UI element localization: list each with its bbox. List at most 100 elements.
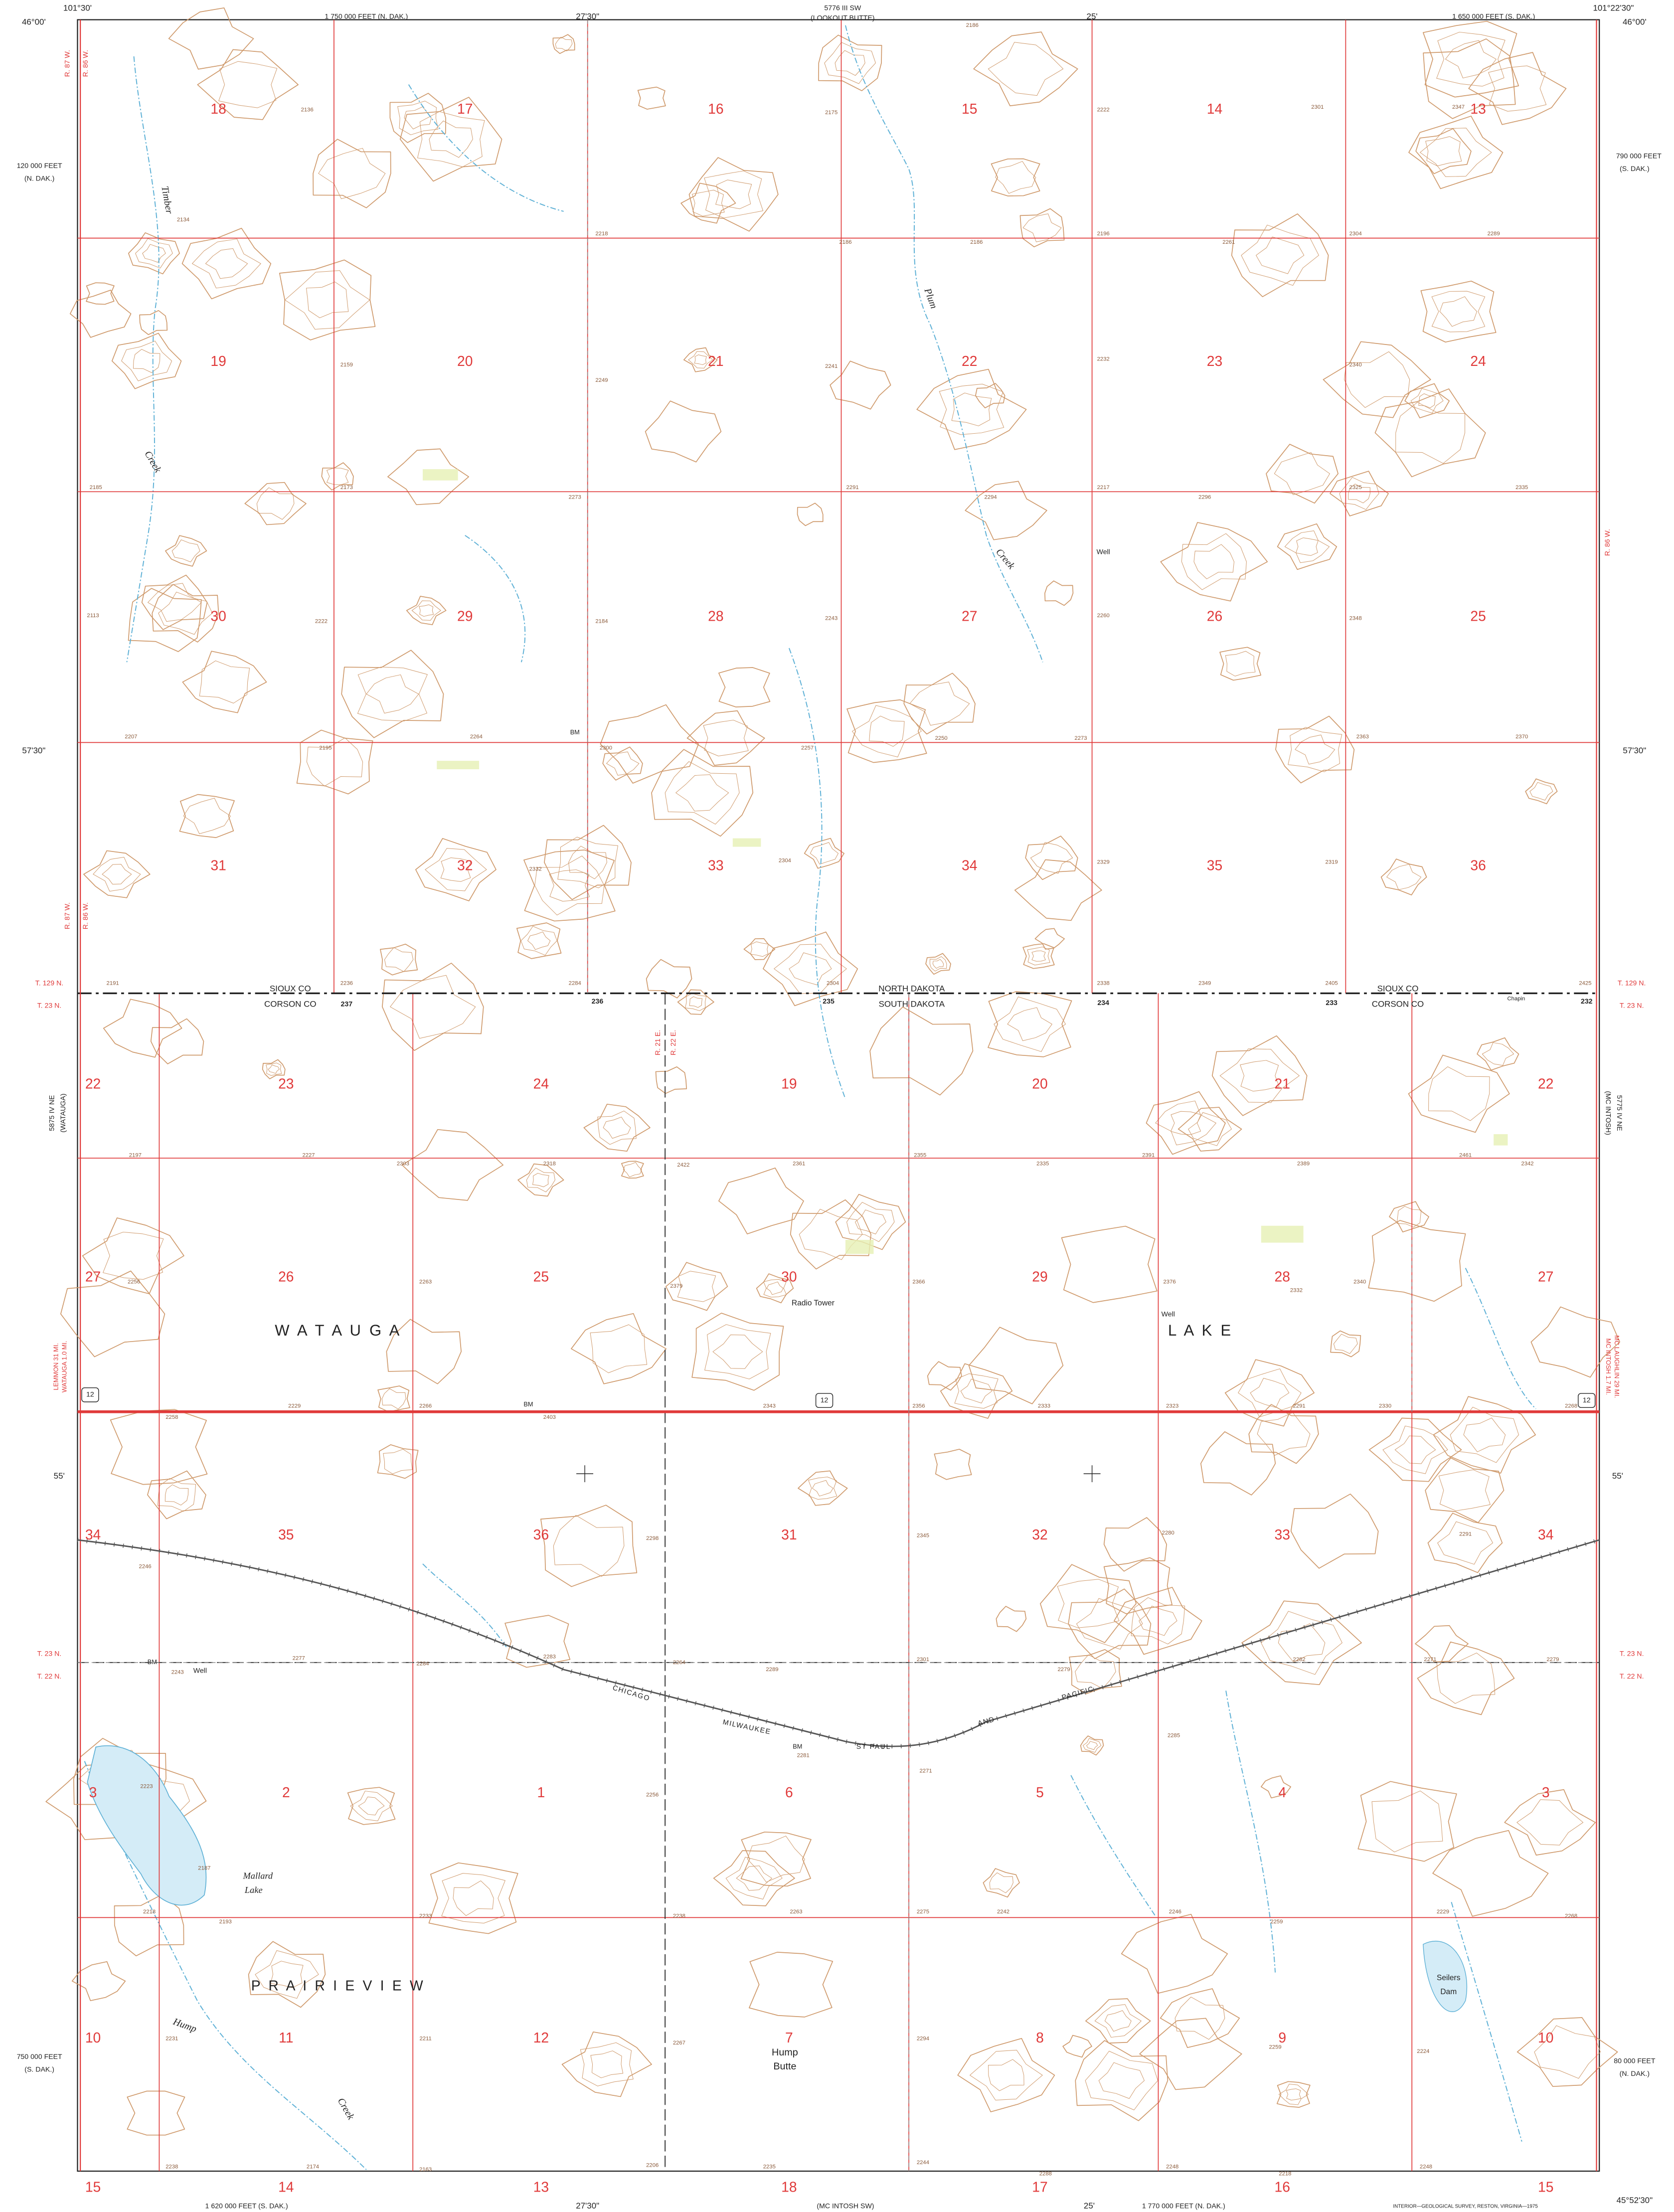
contour [1256,236,1305,274]
section-number: 12 [533,2030,549,2045]
contour [747,1836,805,1882]
contour [903,673,976,735]
margin-label: T. 22 N. [37,1672,62,1680]
contour [951,392,992,426]
section-number: 15 [962,101,977,117]
contour [1177,1107,1242,1152]
contour [1357,1781,1457,1862]
contour [623,1162,642,1178]
section-number: 32 [457,857,473,873]
contour [686,710,765,766]
spot-elevation: 2340 [1353,1279,1366,1285]
margin-label: (S. DAK.) [24,2065,54,2073]
section-number: 14 [1207,101,1222,117]
contour [1069,1649,1122,1695]
contour [1436,1653,1496,1704]
spot-elevation: 2356 [912,1403,925,1409]
contour [1415,128,1472,174]
contour [453,1880,494,1916]
spot-elevation: 2333 [1038,1403,1050,1409]
spot-elevation: 2391 [1142,1152,1155,1158]
spot-elevation: 2218 [1279,2171,1291,2177]
contour [1339,477,1379,510]
contour [774,944,847,994]
contour [127,2090,185,2136]
margin-label: 46°00' [22,17,46,27]
spot-elevation: 2379 [670,1283,682,1289]
contour [756,1273,794,1304]
boundary-label: CORSON CO [1372,1000,1424,1009]
spot-elevation: 237 [341,1000,353,1008]
contour [597,1110,637,1145]
place-name: BM [523,1400,533,1408]
margin-label: 790 000 FEET [1616,152,1662,160]
contour [1224,1359,1315,1427]
contour [703,719,749,756]
contour [1482,1042,1514,1066]
section-number: 24 [533,1076,549,1092]
spot-elevation: 2261 [1222,239,1235,245]
spot-elevation: 2248 [1420,2164,1432,2170]
spot-elevation: 2370 [1515,734,1528,740]
boundary-label: SIOUX CO [1377,984,1419,993]
margin-label: R. 21 E. [654,1030,662,1055]
spot-elevation: 232 [1581,997,1593,1005]
spot-elevation: 2235 [763,2164,776,2170]
section-number: 8 [1036,2030,1044,2045]
contour [296,729,373,795]
contour [846,699,927,763]
margin-label: 46°00' [1623,17,1647,27]
woodland-patch [1494,1134,1508,1146]
margin-label: R. 86 W. [1603,529,1611,556]
margin-label: INTERIOR—GEOLOGICAL SURVEY, RESTON, VIRG… [1393,2204,1538,2209]
contour [527,931,551,950]
contour [916,368,1027,450]
spot-elevation: 2217 [1097,485,1110,491]
place-name: Radio Tower [792,1299,835,1307]
spot-elevation: 2422 [677,1162,689,1168]
contour [1410,388,1444,414]
boundary-label: CORSON CO [264,1000,316,1009]
contour [1061,1225,1158,1303]
margin-label: MC INTOSH 1.7 MI. [1605,1339,1612,1395]
boundary-label: NORTH DAKOTA [878,984,945,993]
contour [555,36,573,51]
contour [766,1281,784,1295]
section-number: 9 [1278,2030,1286,2045]
section-number: 25 [1470,608,1486,624]
lake [87,1745,207,1906]
section-number: 36 [1470,857,1486,873]
spot-elevation: 2338 [1097,981,1110,987]
contour [1439,296,1478,327]
contour [1085,1998,1151,2043]
spot-elevation: 235 [823,997,835,1005]
contour [534,855,605,916]
contour [743,938,776,960]
contour [1463,1417,1506,1452]
section-number: 29 [457,608,473,624]
contour [991,158,1040,196]
contour [1098,2062,1145,2099]
contour [553,1515,625,1577]
contour [869,1006,974,1096]
route-shield [1578,1393,1596,1408]
spot-elevation: 2175 [825,110,837,116]
contour [1075,1654,1116,1689]
contour [932,959,944,969]
contour [139,310,168,336]
contour [646,959,692,999]
terrain [45,7,1621,2170]
contour [1516,2017,1618,2087]
contour [763,1279,787,1298]
spot-elevation: 2335 [1036,1161,1049,1167]
contour [86,282,115,305]
contour [380,943,418,976]
contour [1382,1425,1448,1474]
spot-elevation: 2241 [825,363,837,369]
section-number: 4 [1278,1784,1286,1800]
section-number: 13 [1470,101,1486,117]
contour [523,850,616,922]
contour [704,1324,771,1379]
contour [397,101,439,135]
contour [147,1470,206,1520]
